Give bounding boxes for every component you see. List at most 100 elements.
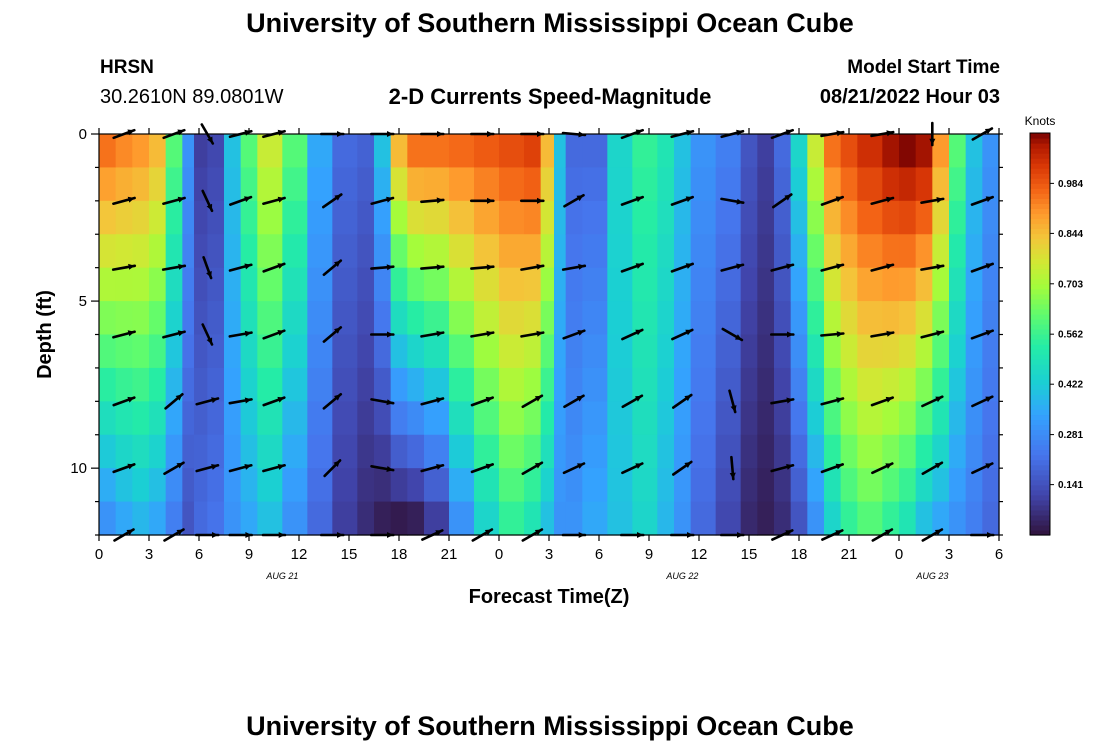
heatmap-cell: [99, 200, 117, 235]
heatmap-cell: [882, 134, 900, 169]
heatmap-cell: [240, 234, 258, 269]
current-vector-head: [334, 194, 342, 201]
current-vector-head: [884, 529, 892, 536]
heatmap-cell: [690, 200, 717, 235]
current-vector-head: [178, 263, 185, 270]
colorbar-segment: [1030, 464, 1050, 471]
current-vector-head: [886, 263, 893, 270]
current-vector-head: [985, 463, 993, 469]
x-tick-label: 18: [391, 546, 408, 563]
heatmap-cell: [899, 401, 917, 436]
colorbar-segment: [1030, 529, 1050, 536]
heatmap-cell: [474, 434, 500, 469]
colorbar-segment: [1030, 208, 1050, 215]
heatmap-cell: [715, 367, 742, 402]
heatmap-cell: [424, 167, 450, 202]
current-vector-head: [212, 532, 219, 538]
heatmap-cell: [182, 367, 195, 402]
x-tick-label: 9: [245, 546, 253, 563]
heatmap-cell: [607, 200, 633, 235]
heatmap-cell: [690, 468, 717, 503]
heatmap-cell: [582, 334, 608, 369]
colorbar-label: Knots: [1025, 114, 1056, 128]
heatmap-cell: [757, 167, 775, 202]
heatmap-cell: [840, 267, 858, 302]
current-vector-head: [784, 194, 792, 201]
heatmap-cell: [674, 334, 692, 369]
heatmap-cell: [915, 468, 933, 503]
heatmap-cell: [840, 401, 858, 436]
current-vector-head: [886, 330, 894, 337]
colorbar-segment: [1030, 133, 1050, 139]
x-axis-label: Forecast Time(Z): [469, 586, 630, 608]
colorbar-segment: [1030, 454, 1050, 461]
heatmap-cell: [690, 301, 717, 336]
heatmap-cell: [165, 468, 183, 503]
heatmap-cell: [424, 200, 450, 235]
colorbar-segment: [1030, 288, 1050, 295]
heatmap-cell: [807, 200, 825, 235]
heatmap-cell: [99, 434, 117, 469]
current-vector-head: [929, 138, 936, 145]
heatmap-cell: [390, 301, 408, 336]
colorbar-segment: [1030, 514, 1050, 521]
current-vector-head: [337, 532, 344, 538]
heatmap-cell: [524, 267, 542, 302]
heatmap-cell: [357, 401, 375, 436]
colorbar-segment: [1030, 394, 1050, 400]
heatmap-cell: [965, 468, 983, 503]
colorbar-segment: [1030, 484, 1050, 491]
heatmap-cell: [857, 301, 883, 336]
x-tick-label: 6: [595, 546, 603, 563]
colorbar-segment: [1030, 273, 1050, 280]
current-vector-head: [436, 264, 444, 271]
heatmap-cell: [757, 134, 775, 169]
current-vector-head: [985, 396, 993, 403]
heatmap-cell: [882, 434, 900, 469]
heatmap-cell: [915, 367, 933, 402]
heatmap-cell: [424, 434, 450, 469]
current-vector-head: [934, 462, 942, 469]
x-tick-label: 12: [291, 546, 308, 563]
heatmap-cell: [282, 134, 308, 169]
current-vector-head: [206, 203, 213, 211]
heatmap-cell: [332, 200, 358, 235]
current-vector-head: [176, 529, 184, 536]
heatmap-cell: [824, 434, 842, 469]
heatmap-cell: [524, 501, 542, 536]
heatmap-cell: [582, 134, 608, 169]
heatmap-cell: [132, 367, 150, 402]
heatmap-cell: [740, 267, 758, 302]
heatmap-cell: [149, 167, 167, 202]
heatmap-cell: [194, 334, 208, 369]
colorbar-segment: [1030, 494, 1050, 501]
heatmap-cell: [774, 234, 792, 269]
heatmap-cell: [474, 134, 500, 169]
colorbar-segment: [1030, 173, 1050, 179]
heatmap-cell: [807, 301, 825, 336]
heatmap-cell: [449, 267, 475, 302]
date-label: AUG 23: [915, 571, 948, 581]
x-tick-label: 0: [895, 546, 903, 563]
heatmap-cell: [499, 501, 525, 536]
heatmap-cell: [307, 434, 333, 469]
heatmap-cell: [840, 501, 858, 536]
heatmap-cell: [757, 367, 775, 402]
heatmap-cell: [657, 501, 675, 536]
heatmap-cell: [132, 501, 150, 536]
heatmap-cell: [607, 301, 633, 336]
current-vector-head: [177, 330, 185, 337]
heatmap-cell: [424, 267, 450, 302]
heatmap-cell: [224, 468, 242, 503]
heatmap-cell: [207, 501, 225, 536]
heatmap-cell: [424, 301, 450, 336]
heatmap-cell: [965, 501, 983, 536]
heatmap-cell: [474, 468, 500, 503]
heatmap-cell: [565, 468, 583, 503]
heatmap-cell: [307, 401, 333, 436]
current-vector-head: [487, 197, 494, 204]
current-vector-head: [786, 263, 793, 270]
current-vector-head: [578, 131, 585, 138]
heatmap-cell: [282, 468, 308, 503]
colorbar-segment: [1030, 424, 1050, 431]
